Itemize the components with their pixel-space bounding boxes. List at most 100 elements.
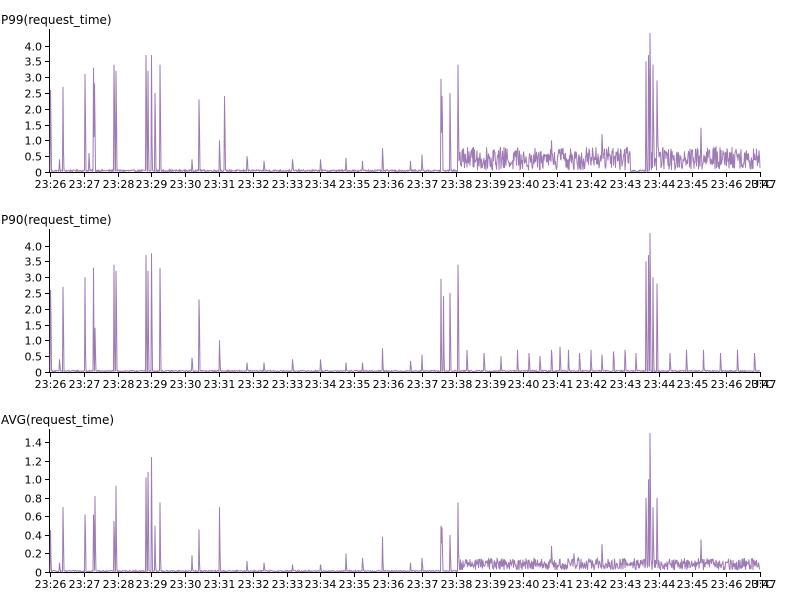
p90-x-tick-label: 23:30 xyxy=(170,378,202,391)
avg-x-tick-label: 23:30 xyxy=(170,578,202,591)
avg-chart-title: AVG(request_time) xyxy=(1,413,115,427)
avg-x-tick-label: 23:43 xyxy=(610,578,642,591)
p99-x-tick-label: 23:29 xyxy=(136,178,168,191)
avg-x-tick-label: 23:45 xyxy=(677,578,709,591)
p90-x-tick-label: 23:31 xyxy=(204,378,236,391)
avg-chart-svg: 00.20.40.60.81.01.21.423:26 23:27 23:28 23:… xyxy=(25,429,777,591)
p90-x-tick-label: 23:39 xyxy=(475,378,507,391)
p90-y-tick-label: 2.5 xyxy=(25,288,43,301)
p90-x-tick-label: 23:34 xyxy=(305,378,337,391)
p90-y-tick-label: 1.5 xyxy=(25,320,43,333)
p99-y-tick-label: 1.5 xyxy=(25,120,43,133)
p90-x-tick-label: 23:44 xyxy=(644,378,676,391)
avg-y-tick-label: 0 xyxy=(35,567,42,580)
avg-x-tick-label: 23:47 xyxy=(745,578,777,591)
p99-x-tick-label: 23:37 xyxy=(407,178,439,191)
p99-chart-panel: P99(request_time) 0 0.5 1.0 1.5 2.0 2.5 3.0 3.5… xyxy=(0,0,800,200)
p99-x-tick-label: 23:44 xyxy=(644,178,676,191)
p90-x-tick-label: 23:28 xyxy=(103,378,135,391)
p99-y-tick-label: 3.5 xyxy=(25,56,43,69)
avg-chart-panel: AVG(request_time) 0 0.2 0.4 0.6 0.8 1.0 1.2 1.4… xyxy=(0,400,800,600)
p99-series-line xyxy=(49,32,761,174)
p99-x-tick-label: 23:41 xyxy=(542,178,574,191)
avg-x-tick-label: 23:27 xyxy=(69,578,101,591)
avg-x-tick-label: 23:31 xyxy=(204,578,236,591)
avg-x-tick-label: 23:36 xyxy=(373,578,405,591)
p99-y-tick-label: 1.0 xyxy=(25,135,43,148)
p99-x-tick-label: 23:46 xyxy=(711,178,743,191)
p99-x-tick-label: 23:30 xyxy=(170,178,202,191)
avg-y-tick-label: 0.8 xyxy=(25,493,43,506)
p99-x-tick-label: 23:36 xyxy=(373,178,405,191)
p90-chart-svg: 0 0.5 1.0 1.5 2.0 2.5 3.0 3.5 4.0 23:26 23:27 23:28… xyxy=(25,229,777,391)
p90-x-tick-label: 23:42 xyxy=(576,378,608,391)
p99-x-tick-label: 23:27 xyxy=(69,178,101,191)
p90-x-tick-label: 23:37 xyxy=(407,378,439,391)
p90-y-tick-label: 4.0 xyxy=(25,241,43,254)
p90-x-tick-label: 23:45 xyxy=(677,378,709,391)
p99-y-tick-label: 0 xyxy=(35,167,42,180)
p99-x-tick-label: 23:45 xyxy=(677,178,709,191)
p99-y-tick-label: 0.5 xyxy=(25,151,43,164)
p90-x-tick-label: 23:43 xyxy=(610,378,642,391)
p99-y-tick-label: 2.0 xyxy=(25,104,43,117)
p90-x-tick-label: 23:29 xyxy=(136,378,168,391)
avg-x-tick-label: 23:46 xyxy=(711,578,743,591)
p90-x-unit-label: UTC xyxy=(751,378,773,391)
avg-x-tick-label: 23:38 xyxy=(441,578,473,591)
p90-series-line xyxy=(49,232,761,374)
p90-y-tick-label: 1.0 xyxy=(25,335,43,348)
p99-x-tick-label: 23:38 xyxy=(441,178,473,191)
p90-x-tick-label: 23:27 xyxy=(69,378,101,391)
p99-x-tick-label: 23:33 xyxy=(272,178,304,191)
avg-x-tick-label: 23:37 xyxy=(407,578,439,591)
p99-x-tick-label: 23:40 xyxy=(508,178,540,191)
avg-x-tick-label: 23:28 xyxy=(103,578,135,591)
p90-y-tick-label: 3.0 xyxy=(25,272,43,285)
avg-x-tick-label: 23:42 xyxy=(576,578,608,591)
p99-y-tick-label: 3.0 xyxy=(25,72,43,85)
p90-x-tick-label: 23:32 xyxy=(238,378,270,391)
p99-chart-title: P99(request_time) xyxy=(1,13,112,27)
p90-y-tick-label: 0.5 xyxy=(25,351,43,364)
p99-x-unit-label: UTC xyxy=(751,178,773,191)
avg-x-tick-label: 23:29 xyxy=(136,578,168,591)
avg-y-tick-label: 0.2 xyxy=(25,548,43,561)
p99-x-tick-label: 23:47 xyxy=(745,178,777,191)
p90-x-tick-label: 23:26 xyxy=(35,378,67,391)
avg-x-tick-label: 23:26 xyxy=(35,578,67,591)
avg-x-tick-label: 23:34 xyxy=(305,578,337,591)
p90-x-tick-label: 23:38 xyxy=(441,378,473,391)
avg-y-tick-label: 1.2 xyxy=(25,456,43,469)
avg-series-line xyxy=(49,432,761,574)
avg-x-tick-label: 23:44 xyxy=(644,578,676,591)
p90-x-tick-label: 23:47 xyxy=(745,378,777,391)
p99-x-tick-label: 23:26 xyxy=(35,178,67,191)
p90-y-tick-label: 2.0 xyxy=(25,304,43,317)
p99-x-tick-label: 23:43 xyxy=(610,178,642,191)
avg-y-tick-label: 1.4 xyxy=(25,437,43,450)
p99-y-tick-label: 4.0 xyxy=(25,41,43,54)
p90-x-tick-label: 23:46 xyxy=(711,378,743,391)
avg-x-tick-label: 23:39 xyxy=(475,578,507,591)
avg-y-tick-label: 0.4 xyxy=(25,530,43,543)
avg-x-tick-label: 23:41 xyxy=(542,578,574,591)
p99-x-tick-label: 23:28 xyxy=(103,178,135,191)
p90-x-tick-label: 23:33 xyxy=(272,378,304,391)
avg-y-tick-label: 1.0 xyxy=(25,474,43,487)
p90-x-tick-label: 23:41 xyxy=(542,378,574,391)
p99-chart-svg: 0 0.5 1.0 1.5 2.0 2.5 3.0 3.5 4.0 23:26 23:27 23:28… xyxy=(25,29,777,191)
avg-y-tick-label: 0.6 xyxy=(25,511,43,524)
p90-chart-title: P90(request_time) xyxy=(1,213,112,227)
avg-x-tick-label: 23:40 xyxy=(508,578,540,591)
p99-x-tick-label: 23:39 xyxy=(475,178,507,191)
p90-y-tick-label: 3.5 xyxy=(25,256,43,269)
avg-x-tick-label: 23:35 xyxy=(339,578,371,591)
avg-x-tick-label: 23:32 xyxy=(238,578,270,591)
p99-x-tick-label: 23:31 xyxy=(204,178,236,191)
p99-x-tick-label: 23:35 xyxy=(339,178,371,191)
p90-x-tick-label: 23:35 xyxy=(339,378,371,391)
p99-x-tick-label: 23:32 xyxy=(238,178,270,191)
p90-x-tick-label: 23:36 xyxy=(373,378,405,391)
p90-chart-panel: P90(request_time) 0 0.5 1.0 1.5 2.0 2.5 3.0 3.5… xyxy=(0,200,800,400)
